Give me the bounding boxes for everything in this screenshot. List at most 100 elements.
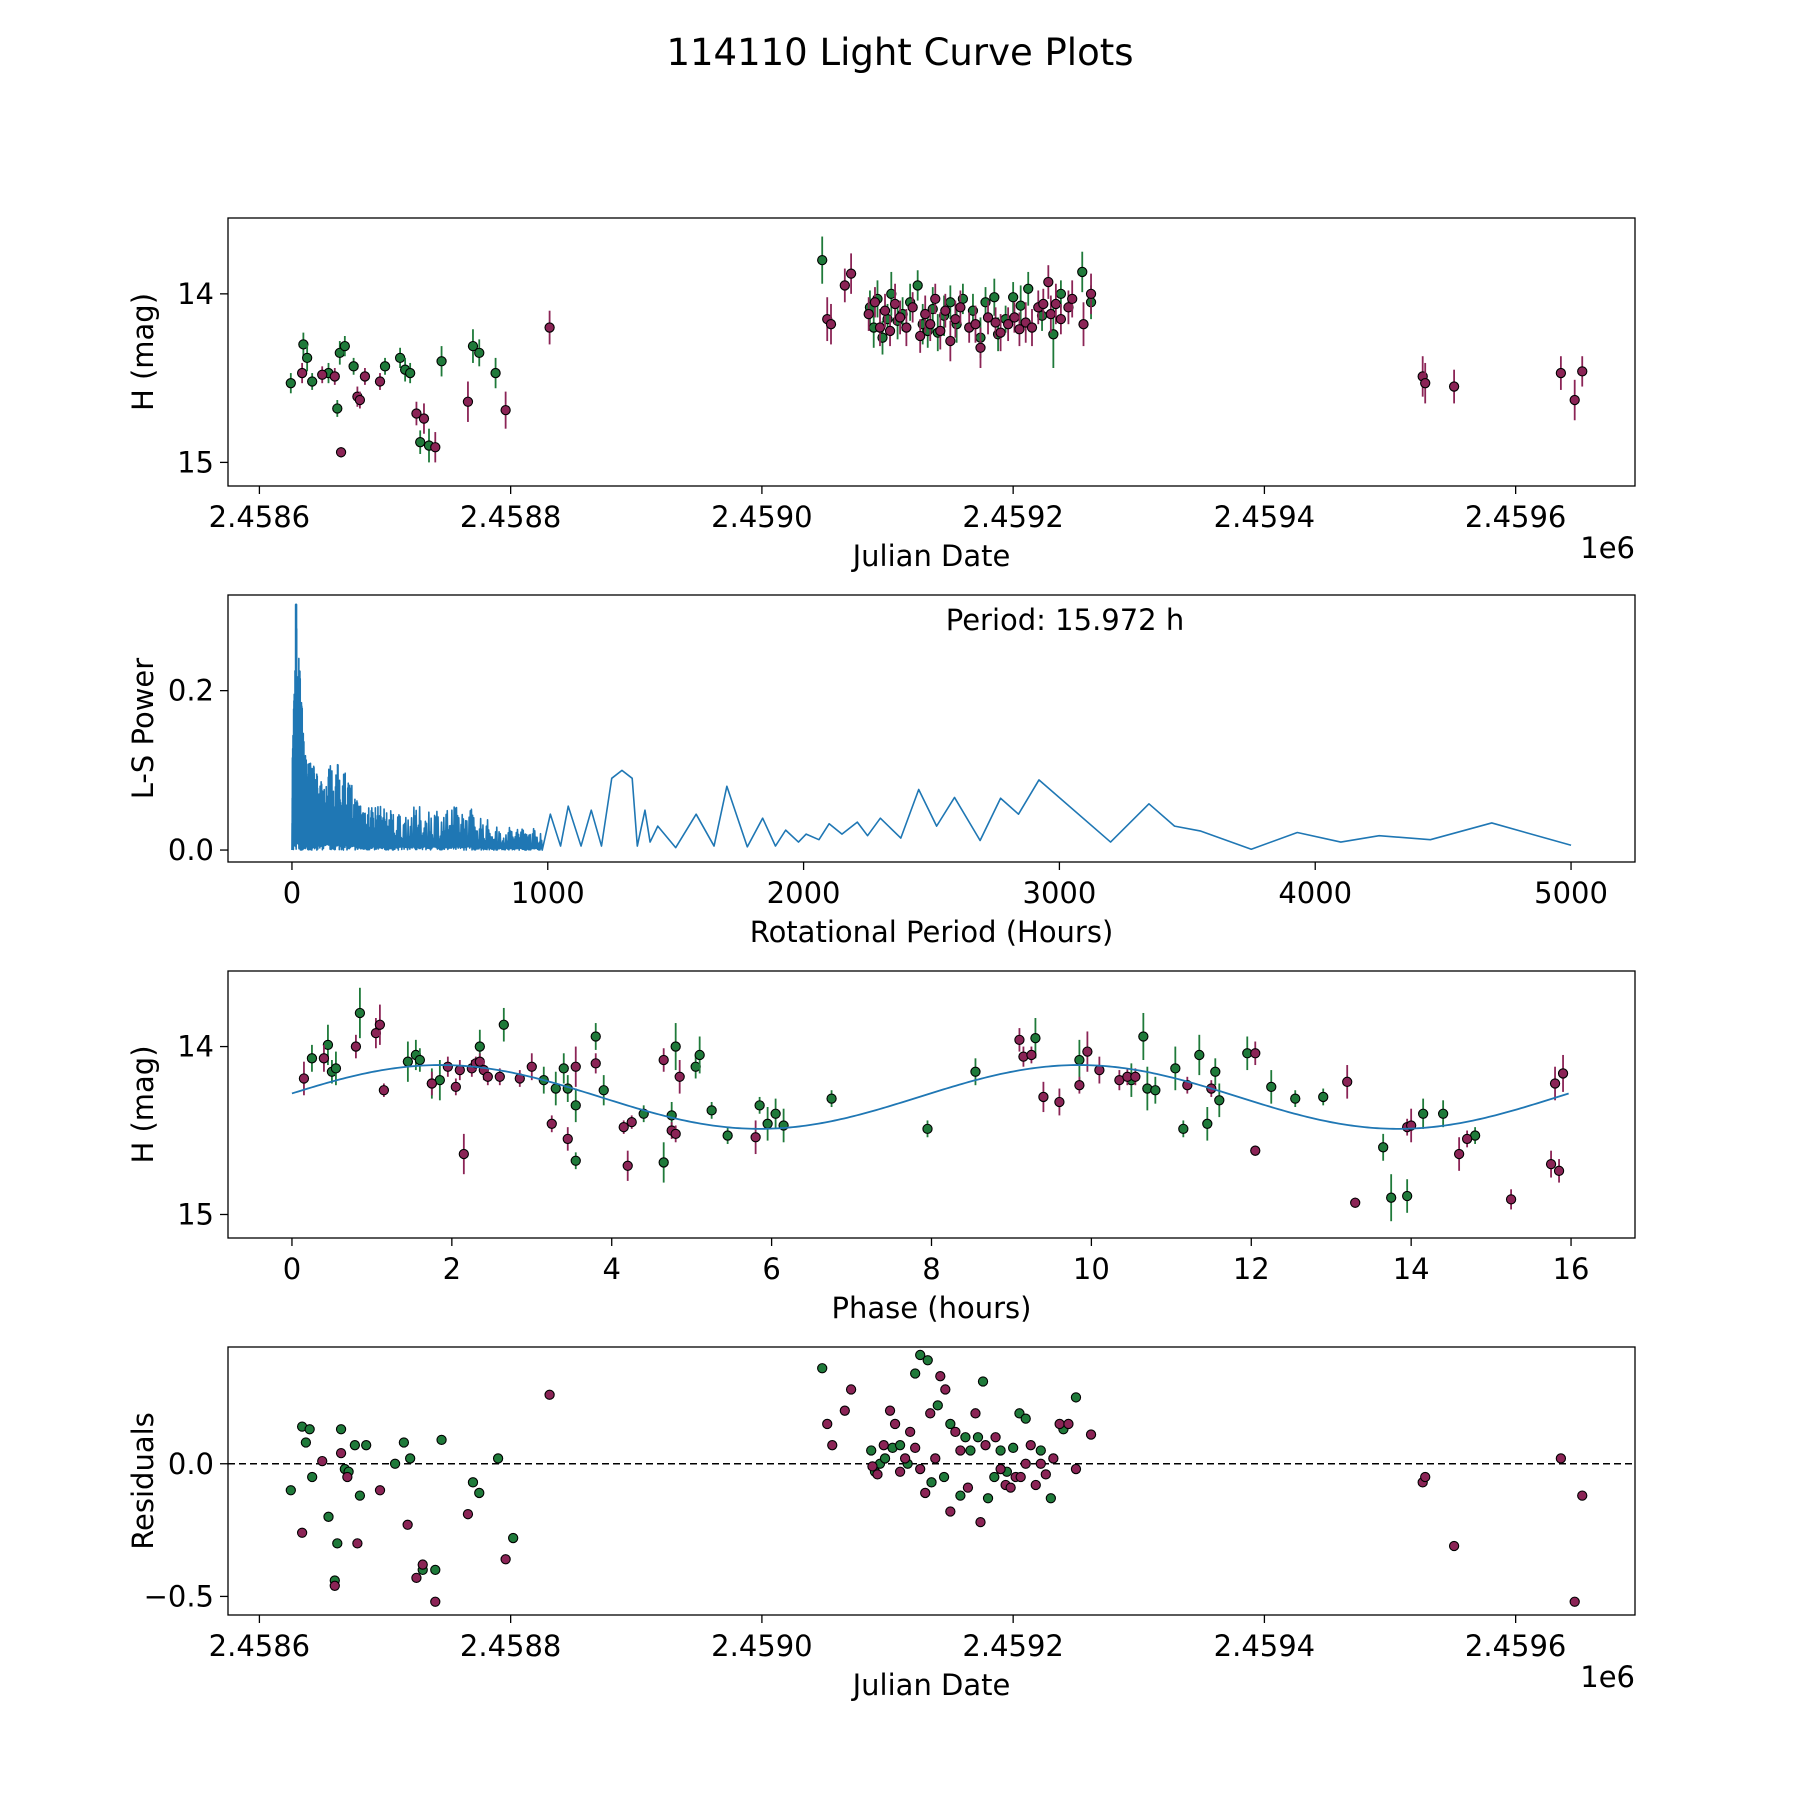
data-point: [995, 1445, 1006, 1456]
data-point: [910, 1442, 921, 1453]
data-point: [352, 1538, 363, 1549]
data-point: [694, 1049, 705, 1061]
data-point: [1026, 1049, 1037, 1061]
data-point: [884, 325, 896, 337]
data-point: [482, 1071, 493, 1082]
data-point: [1070, 1463, 1082, 1475]
data-point: [317, 1455, 328, 1467]
data-point: [622, 1160, 633, 1171]
data-point: [930, 1453, 941, 1464]
data-point: [989, 1471, 1000, 1483]
data-point: [508, 1532, 519, 1544]
x-tick-label: 2.4594: [1214, 1629, 1315, 1663]
data-point: [304, 1424, 315, 1435]
data-point: [544, 322, 555, 333]
data-point: [1014, 324, 1025, 335]
data-point: [1266, 1081, 1277, 1093]
data-point: [674, 1071, 685, 1082]
data-point: [938, 1471, 950, 1483]
data-point: [1074, 1080, 1085, 1091]
data-point: [975, 1516, 986, 1528]
data-point: [418, 413, 430, 424]
data-point: [402, 1519, 413, 1530]
data-point: [945, 297, 956, 308]
data-point: [1250, 1048, 1261, 1059]
data-point: [318, 1053, 330, 1064]
data-point: [462, 1509, 474, 1520]
data-point: [912, 280, 923, 291]
y-tick-label: 15: [177, 1197, 214, 1231]
series-maroon-filter: [298, 1004, 1569, 1210]
data-point: [894, 1440, 906, 1451]
data-point: [1030, 1033, 1041, 1044]
data-point: [1085, 1429, 1097, 1440]
x-tick-label: 14: [1393, 1252, 1430, 1286]
x-tick-label: 8: [922, 1252, 940, 1286]
data-point: [878, 1440, 889, 1451]
data-point: [922, 1355, 933, 1366]
data-point: [1555, 367, 1567, 379]
data-point: [332, 403, 343, 414]
x-tick-label: 10: [1073, 1252, 1110, 1286]
data-point: [1045, 308, 1056, 320]
data-point: [894, 1466, 906, 1477]
data-point: [955, 1490, 966, 1501]
data-point: [1082, 1046, 1093, 1057]
data-point: [1015, 1471, 1026, 1483]
x-tick-label: 2.4594: [1214, 500, 1315, 534]
y-tick-label: 14: [177, 277, 214, 311]
data-point: [285, 378, 296, 389]
data-point: [962, 1482, 974, 1493]
data-point: [879, 1453, 891, 1464]
data-point: [910, 1368, 921, 1379]
data-point: [329, 1580, 340, 1591]
data-point: [1170, 1063, 1181, 1074]
y-tick-label: 14: [177, 1030, 214, 1064]
data-point: [1008, 1442, 1019, 1453]
data-point: [925, 1408, 936, 1419]
data-point: [915, 1349, 926, 1361]
data-point: [1318, 1091, 1329, 1103]
y-axis-label: H (mag): [126, 1045, 160, 1163]
y-axis-label: H (mag): [126, 293, 160, 411]
data-point: [1020, 1458, 1031, 1469]
periodogram-line: [291, 603, 1572, 851]
data-point: [285, 1485, 296, 1496]
data-point: [915, 1463, 926, 1475]
data-point: [889, 1418, 901, 1430]
data-point: [1023, 283, 1034, 294]
data-point: [474, 1041, 485, 1052]
data-point: [1549, 1078, 1561, 1089]
data-point: [1210, 1066, 1221, 1077]
phased-curve-panel: 0 2 4 6 8 10 12 14 16 14 15 Phase (hours) H (mag): [126, 970, 1636, 1325]
data-point: [960, 1432, 971, 1443]
data-point: [1448, 1540, 1460, 1552]
data-point: [1150, 1085, 1161, 1096]
data-point: [411, 408, 422, 419]
data-point: [762, 1118, 773, 1129]
data-point: [825, 319, 837, 330]
data-point: [920, 1487, 931, 1499]
data-point: [965, 1445, 976, 1456]
data-point: [1437, 1108, 1449, 1119]
data-point: [907, 302, 918, 313]
data-point: [317, 369, 328, 380]
data-point: [378, 1085, 390, 1096]
data-point: [492, 1453, 504, 1464]
x-tick-label: 2.4586: [209, 500, 310, 534]
data-point: [1045, 1493, 1056, 1504]
data-point: [904, 1426, 916, 1438]
period-annotation: Period: 15.972 h: [946, 603, 1185, 637]
data-point: [570, 1061, 581, 1072]
data-point: [1035, 1445, 1046, 1456]
data-point: [1577, 1490, 1588, 1501]
data-point: [1577, 366, 1588, 377]
data-point: [1290, 1093, 1301, 1104]
data-point: [1020, 1413, 1031, 1424]
data-point: [1067, 293, 1078, 305]
data-point: [350, 1041, 362, 1052]
data-point: [1138, 1031, 1149, 1042]
data-point: [300, 1437, 312, 1448]
